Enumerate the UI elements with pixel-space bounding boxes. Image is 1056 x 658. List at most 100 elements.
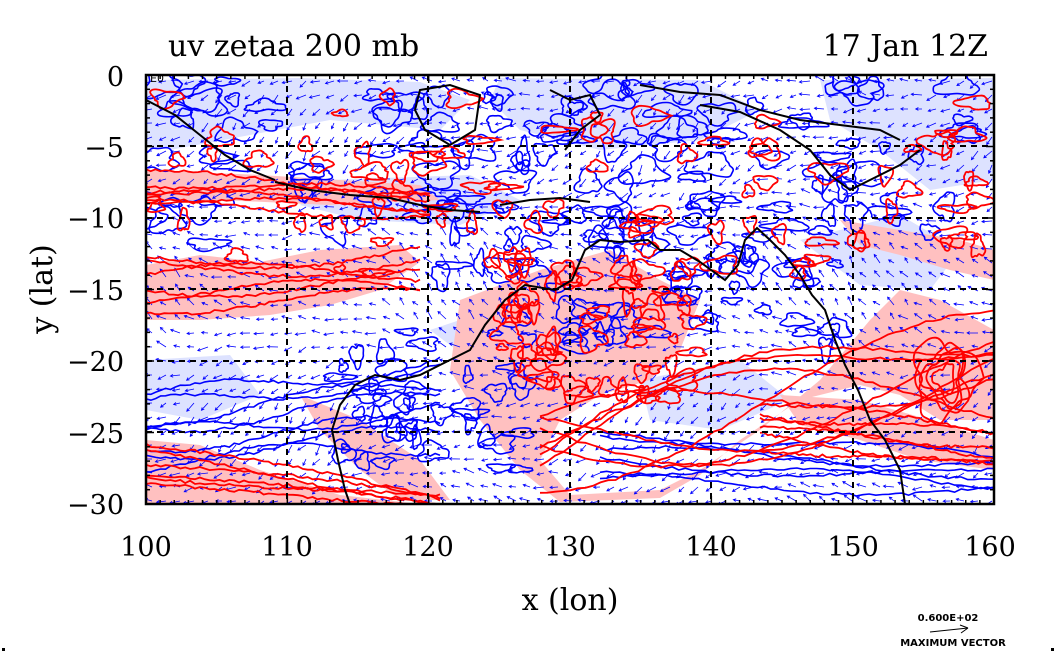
wind-vector	[857, 298, 867, 306]
negative-contour	[676, 114, 709, 139]
wind-vector	[774, 330, 783, 334]
wind-vector	[631, 257, 643, 264]
wind-vector	[730, 94, 741, 98]
wind-vector	[493, 78, 503, 83]
wind-vector	[801, 134, 811, 139]
negative-contour	[416, 439, 450, 463]
negative-contour	[555, 294, 590, 325]
wind-vector	[211, 192, 223, 199]
wind-vector	[856, 108, 867, 113]
wind-vector	[311, 329, 321, 334]
negative-contour	[374, 357, 409, 383]
wind-vector	[871, 371, 881, 376]
wind-vector	[661, 232, 671, 236]
wind-vector	[954, 317, 965, 322]
positive-contour	[146, 245, 421, 271]
negative-fill-region	[640, 360, 790, 430]
wind-vector	[506, 496, 517, 502]
positive-contour	[585, 304, 611, 320]
wind-vector	[492, 471, 503, 476]
wind-vector	[855, 457, 867, 461]
wind-vector	[367, 122, 377, 127]
wind-vector	[719, 486, 727, 491]
negative-contour	[807, 224, 834, 236]
wind-vector	[969, 301, 979, 306]
wind-vector	[690, 219, 699, 223]
wind-vector	[900, 191, 909, 196]
negative-contour	[587, 224, 610, 249]
wind-vector	[786, 164, 797, 172]
positive-contour	[676, 143, 699, 165]
wind-vector	[533, 458, 545, 462]
wind-vector	[747, 136, 755, 142]
wind-vector	[981, 232, 993, 237]
wind-vector	[954, 178, 965, 183]
wind-vector	[610, 164, 615, 173]
positive-contour	[146, 195, 167, 213]
wind-vector	[311, 458, 321, 466]
positive-contour	[852, 231, 871, 250]
wind-vector	[452, 326, 461, 334]
negative-contour	[477, 423, 496, 449]
wind-vector	[632, 192, 643, 199]
positive-contour	[633, 363, 651, 385]
negative-contour	[489, 94, 504, 113]
wind-vector	[213, 219, 223, 224]
wind-vector	[507, 107, 517, 112]
wind-vector	[452, 108, 461, 113]
positive-contour	[146, 474, 441, 504]
wind-vector	[773, 388, 783, 395]
wind-vector	[448, 457, 461, 461]
negative-contour	[156, 99, 193, 118]
wind-vector	[269, 332, 279, 336]
wind-vector	[843, 227, 853, 236]
wind-vector	[928, 298, 937, 306]
wind-vector	[899, 374, 909, 379]
wind-vector	[343, 122, 349, 132]
wind-vector	[395, 79, 405, 83]
wind-vector	[297, 206, 307, 212]
wind-vector	[186, 331, 195, 336]
negative-contour	[351, 405, 366, 422]
negative-contour	[812, 151, 852, 163]
wind-vector	[786, 495, 797, 502]
wind-vector	[939, 373, 951, 377]
wind-vector	[212, 374, 223, 380]
wind-vector	[239, 301, 251, 306]
wind-vector	[874, 327, 881, 334]
wind-vector	[901, 136, 909, 143]
positive-contour	[292, 212, 307, 233]
wind-vector	[925, 163, 937, 168]
wind-vector	[899, 107, 909, 111]
negative-contour	[322, 372, 358, 383]
wind-vector	[667, 122, 671, 131]
wind-vector	[228, 79, 237, 84]
wind-vector	[889, 241, 895, 250]
positive-contour	[297, 135, 314, 153]
wind-vector	[466, 283, 475, 292]
wind-vector	[297, 300, 307, 306]
negative-contour	[758, 217, 810, 232]
negative-contour	[594, 320, 606, 339]
wind-vector	[859, 329, 867, 334]
wind-vector	[929, 472, 937, 477]
negative-contour	[288, 162, 334, 181]
wind-vector	[197, 314, 209, 320]
positive-contour	[741, 183, 756, 199]
negative-contour	[621, 78, 656, 97]
wind-vector	[255, 245, 265, 250]
positive-contour	[465, 208, 479, 235]
wind-vector	[479, 373, 489, 377]
wind-vector	[607, 150, 615, 156]
wind-vector	[983, 271, 993, 278]
coastline-newguinea	[699, 104, 921, 192]
wind-vector	[776, 255, 783, 264]
negative-contour	[856, 75, 885, 102]
positive-contour	[554, 264, 583, 288]
negative-contour	[540, 113, 587, 138]
wind-vector	[409, 76, 419, 82]
wind-vector	[466, 106, 475, 111]
positive-contour	[539, 351, 994, 456]
wind-vector	[885, 270, 895, 278]
wind-vector	[326, 346, 335, 350]
